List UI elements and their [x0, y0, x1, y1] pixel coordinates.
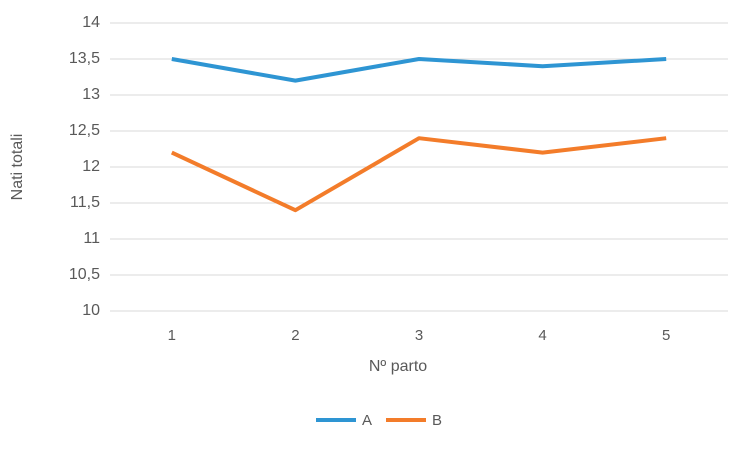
y-tick-label: 13 — [82, 86, 100, 103]
x-tick-label: 1 — [168, 327, 176, 344]
y-tick-label: 10,5 — [69, 266, 100, 283]
y-tick-label: 11 — [83, 230, 100, 247]
y-tick-label: 12 — [82, 158, 100, 175]
x-tick-label: 4 — [538, 327, 546, 344]
y-axis-label: Nati totali — [9, 134, 26, 201]
x-tick-label: 2 — [291, 327, 299, 344]
x-axis-label: Nº parto — [369, 358, 427, 375]
y-tick-label: 13,5 — [69, 50, 100, 67]
x-tick-label: 5 — [662, 327, 670, 344]
legend-label: A — [362, 412, 372, 429]
y-tick-label: 11,5 — [70, 194, 100, 211]
y-tick-label: 10 — [82, 302, 100, 319]
line-series — [171, 57, 667, 83]
y-tick-label: 12,5 — [69, 122, 100, 139]
y-tick-label: 14 — [82, 14, 100, 31]
legend-label: B — [432, 412, 442, 429]
line-series — [170, 136, 667, 213]
x-tick-label: 3 — [415, 327, 423, 344]
